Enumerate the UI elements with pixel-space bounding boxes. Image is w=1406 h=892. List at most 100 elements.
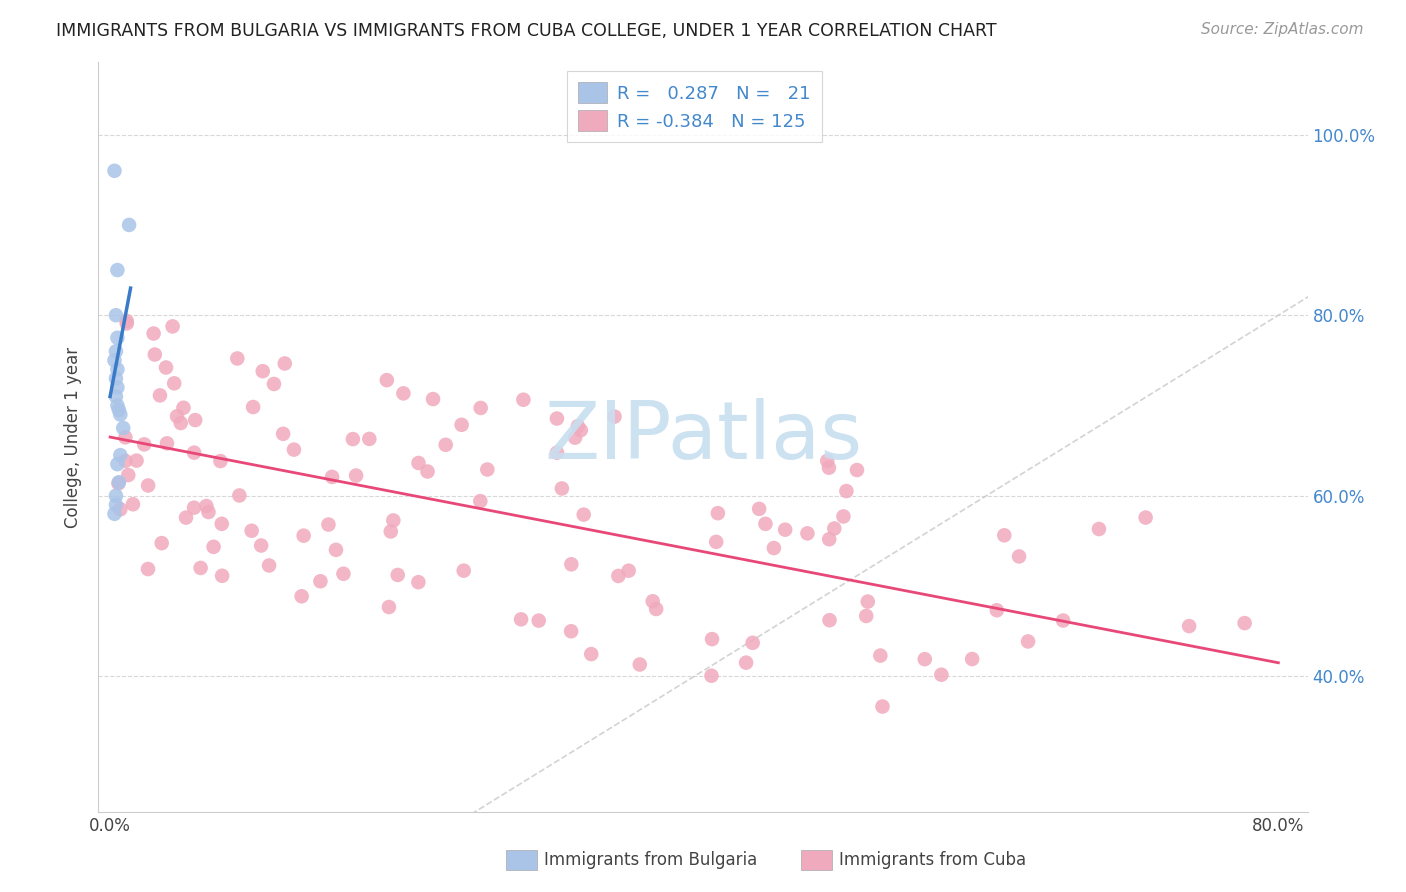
Point xyxy=(242,400,264,414)
Point xyxy=(163,376,186,391)
Point xyxy=(869,648,891,663)
Point xyxy=(818,460,841,475)
Point xyxy=(107,263,129,277)
Point xyxy=(107,399,129,413)
Point xyxy=(250,539,273,553)
Point xyxy=(796,526,818,541)
Point xyxy=(617,564,640,578)
Point xyxy=(110,448,132,462)
Point xyxy=(477,462,499,476)
Point xyxy=(510,612,533,626)
Point xyxy=(375,373,398,387)
Point xyxy=(762,541,785,555)
Point xyxy=(818,533,841,547)
Point xyxy=(174,510,197,524)
Point xyxy=(257,558,280,573)
Point xyxy=(283,442,305,457)
Point xyxy=(748,501,770,516)
Point xyxy=(1178,619,1201,633)
Point xyxy=(1088,522,1111,536)
Point xyxy=(832,509,855,524)
Point xyxy=(150,536,173,550)
Point xyxy=(551,482,574,496)
Point xyxy=(252,364,274,378)
Point xyxy=(162,319,184,334)
Point xyxy=(149,388,172,402)
Point xyxy=(1233,616,1256,631)
Point xyxy=(274,356,297,370)
Point xyxy=(226,351,249,366)
Point xyxy=(931,667,953,681)
Point xyxy=(211,516,233,531)
Point xyxy=(107,362,129,376)
Point xyxy=(846,463,869,477)
Point xyxy=(325,542,347,557)
Point xyxy=(195,499,218,513)
Point xyxy=(108,475,131,490)
Point xyxy=(166,409,188,424)
Point xyxy=(572,508,595,522)
Point xyxy=(104,344,127,359)
Point xyxy=(707,506,730,520)
Point xyxy=(872,699,894,714)
Point xyxy=(110,502,132,516)
Point xyxy=(470,494,492,508)
Point xyxy=(318,517,340,532)
Point xyxy=(107,476,129,491)
Point xyxy=(197,505,219,519)
Point xyxy=(434,438,457,452)
Point xyxy=(986,603,1008,617)
Point xyxy=(190,561,212,575)
Y-axis label: College, Under 1 year: College, Under 1 year xyxy=(65,346,83,528)
Point xyxy=(110,408,132,422)
Point xyxy=(564,431,586,445)
Point xyxy=(416,465,439,479)
Point xyxy=(603,409,626,424)
Point xyxy=(142,326,165,341)
Point xyxy=(125,453,148,467)
Point xyxy=(380,524,402,539)
Point xyxy=(754,516,776,531)
Point xyxy=(108,403,131,417)
Point xyxy=(1052,614,1074,628)
Point xyxy=(292,529,315,543)
Point xyxy=(228,488,250,502)
Point xyxy=(271,426,294,441)
Text: Immigrants from Bulgaria: Immigrants from Bulgaria xyxy=(544,851,758,869)
Point xyxy=(240,524,263,538)
Point xyxy=(993,528,1015,542)
Point xyxy=(291,589,314,603)
Point xyxy=(104,308,127,322)
Point xyxy=(856,594,879,608)
Point xyxy=(546,411,568,425)
Point xyxy=(136,562,159,576)
Legend: R =   0.287   N =   21, R = -0.384   N = 125: R = 0.287 N = 21, R = -0.384 N = 125 xyxy=(567,71,823,142)
Point xyxy=(321,470,343,484)
Point xyxy=(823,521,845,535)
Point xyxy=(378,600,401,615)
Point xyxy=(855,609,877,624)
Point xyxy=(741,636,763,650)
Point xyxy=(835,483,858,498)
Point xyxy=(818,613,841,627)
Point xyxy=(118,218,141,232)
Point xyxy=(211,568,233,582)
Point xyxy=(122,497,145,511)
Point xyxy=(546,445,568,459)
Point xyxy=(209,454,232,468)
Point xyxy=(773,523,796,537)
Point xyxy=(184,413,207,427)
Point xyxy=(107,380,129,394)
Point xyxy=(202,540,225,554)
Point xyxy=(344,468,367,483)
Point xyxy=(569,423,592,437)
Point xyxy=(408,456,430,470)
Point xyxy=(115,314,138,328)
Point xyxy=(115,317,138,331)
Point xyxy=(641,594,664,608)
Point xyxy=(104,371,127,385)
Point xyxy=(104,389,127,403)
Point xyxy=(453,564,475,578)
Point xyxy=(117,468,139,483)
Point xyxy=(914,652,936,666)
